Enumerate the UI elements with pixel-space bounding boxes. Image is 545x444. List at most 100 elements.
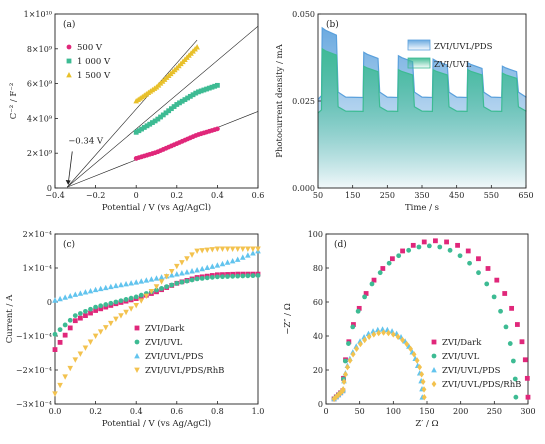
data-point — [476, 256, 481, 262]
data-point — [93, 308, 98, 313]
data-point — [426, 243, 432, 249]
data-point — [159, 286, 164, 291]
data-point — [214, 246, 221, 252]
data-point — [485, 266, 491, 271]
data-point — [128, 306, 134, 312]
data-point — [77, 290, 84, 296]
series-500-V — [67, 111, 259, 188]
data-point — [362, 336, 368, 344]
data-point — [343, 371, 348, 378]
data-point — [341, 378, 347, 385]
data-point — [381, 329, 386, 336]
data-point — [57, 339, 63, 345]
data-point — [97, 285, 104, 292]
data-point — [194, 44, 200, 50]
data-point — [524, 375, 530, 381]
panel-c: 0.0 0.2 0.4 0.6 0.8 1.0 −3×10⁻⁴ −2×10⁻⁴ −1×10⁻⁴ 0… — [5, 230, 264, 429]
data-point — [82, 345, 89, 351]
data-point — [148, 276, 155, 282]
legend-marker — [431, 339, 437, 345]
data-point — [507, 341, 513, 346]
data-point — [509, 305, 515, 311]
data-point — [164, 284, 170, 290]
x-tick-label: 1.0 — [252, 407, 265, 416]
data-point — [350, 351, 356, 358]
data-point — [155, 116, 161, 122]
data-point — [143, 277, 150, 283]
y-tick-label: 1×10¹⁰ — [24, 10, 52, 19]
series-ZVI-UVL-PDS — [52, 248, 261, 303]
legend-marker — [134, 339, 140, 345]
data-point — [138, 292, 144, 298]
plot-frame — [325, 233, 529, 405]
y-tick-label: 100 — [308, 230, 323, 239]
panel-label: (a) — [63, 19, 75, 30]
data-point — [87, 339, 94, 345]
legend-label: ZVI/UVL/PDS/RhB — [145, 366, 224, 376]
data-point — [410, 242, 416, 248]
data-point — [455, 242, 460, 248]
data-point — [177, 100, 182, 106]
data-point — [168, 269, 175, 275]
data-point — [376, 329, 382, 337]
legend-marker — [66, 44, 72, 50]
data-point — [519, 339, 525, 345]
data-point — [57, 327, 63, 333]
data-point — [414, 357, 420, 364]
data-point — [118, 281, 124, 288]
data-point — [467, 260, 472, 266]
data-point — [168, 272, 175, 278]
data-point — [522, 357, 528, 363]
legend-marker — [134, 325, 140, 331]
data-point — [437, 244, 443, 250]
y-tick-label: 6×10⁹ — [27, 80, 53, 89]
data-point — [92, 286, 99, 293]
data-point — [62, 322, 68, 328]
data-point — [250, 246, 256, 252]
data-point — [491, 294, 497, 300]
data-point — [196, 89, 201, 95]
x-tick-label: 0.8 — [211, 407, 224, 416]
data-point — [52, 347, 58, 352]
data-point — [201, 87, 207, 93]
y-tick-label: 2×10⁻⁴ — [23, 230, 52, 239]
data-point — [498, 308, 503, 314]
data-point — [229, 246, 236, 252]
data-point — [153, 284, 160, 290]
data-point — [209, 247, 216, 253]
data-point — [138, 278, 145, 284]
annotation-arrow — [67, 151, 73, 185]
data-point — [118, 298, 124, 304]
data-point — [194, 248, 200, 254]
legend-label: ZVI/UVL — [145, 338, 183, 348]
data-point — [465, 248, 471, 254]
x-tick-label: 0 — [134, 191, 139, 200]
data-point — [103, 302, 109, 307]
x-tick-label: 50 — [313, 191, 323, 200]
y-tick-label: 60 — [313, 298, 323, 307]
data-point — [358, 340, 363, 348]
data-point — [494, 277, 500, 283]
data-point — [224, 259, 231, 265]
data-point — [102, 325, 109, 331]
data-point — [204, 275, 210, 281]
legend-label: ZVI/UVL — [434, 60, 472, 70]
data-point — [139, 126, 145, 132]
data-point — [52, 391, 58, 397]
legend-label: ZVI/UVL/PDS — [434, 42, 493, 52]
data-point — [224, 246, 231, 252]
legend-marker — [134, 367, 140, 373]
data-point — [92, 333, 99, 339]
data-point — [144, 123, 150, 129]
x-tick-label: 0.2 — [89, 407, 102, 416]
series-area-ZVI-UVL — [318, 48, 526, 188]
data-point — [351, 322, 356, 327]
data-point — [363, 291, 369, 296]
data-point — [525, 394, 531, 400]
data-point — [118, 313, 124, 319]
legend-marker — [431, 380, 437, 388]
data-point — [406, 247, 412, 253]
data-point — [199, 248, 205, 254]
series-1-500-V — [66, 39, 200, 188]
data-point — [362, 294, 367, 300]
